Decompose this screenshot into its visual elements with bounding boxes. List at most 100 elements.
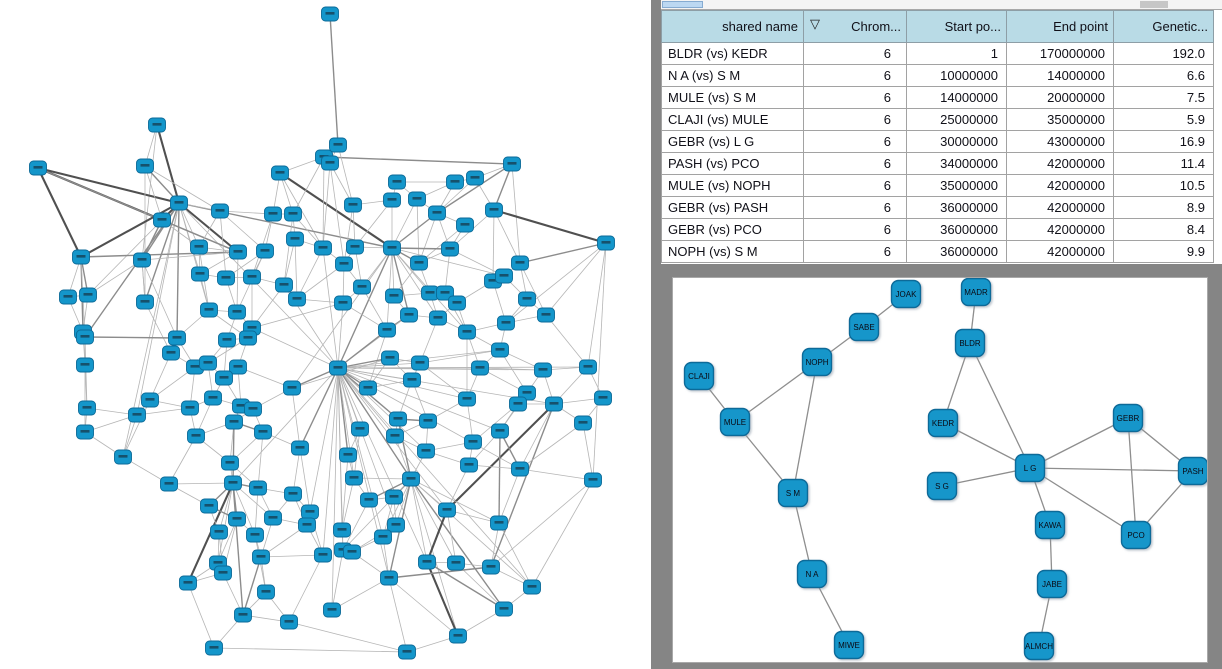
table-cell[interactable]: 8.9 bbox=[1113, 196, 1214, 219]
network-node[interactable] bbox=[217, 270, 235, 286]
filter-icon[interactable]: ▽ bbox=[810, 16, 820, 31]
table-cell[interactable]: 170000000 bbox=[1006, 42, 1114, 65]
table-cell[interactable]: 6 bbox=[803, 108, 907, 131]
table-cell[interactable]: 10000000 bbox=[906, 64, 1007, 87]
network-node[interactable] bbox=[448, 295, 466, 311]
network-node[interactable] bbox=[383, 192, 401, 208]
table-cell[interactable]: GEBR (vs) L G bbox=[661, 130, 804, 153]
network-node[interactable] bbox=[345, 470, 363, 486]
table-cell[interactable]: 5.9 bbox=[1113, 108, 1214, 131]
column-header-shared-name[interactable]: shared name bbox=[661, 10, 804, 43]
network-node-gebr[interactable]: GEBR bbox=[1112, 403, 1144, 433]
network-node[interactable] bbox=[228, 304, 246, 320]
table-cell[interactable]: 6 bbox=[803, 86, 907, 109]
network-node[interactable] bbox=[59, 289, 77, 305]
table-cell[interactable]: 42000000 bbox=[1006, 196, 1114, 219]
network-node-jabe[interactable]: JABE bbox=[1036, 569, 1068, 599]
network-node-s-m[interactable]: S M bbox=[777, 478, 809, 508]
network-node[interactable] bbox=[511, 461, 529, 477]
table-cell[interactable]: 20000000 bbox=[1006, 86, 1114, 109]
network-node[interactable] bbox=[179, 575, 197, 591]
network-node[interactable] bbox=[339, 447, 357, 463]
network-node[interactable] bbox=[239, 330, 257, 346]
network-node[interactable] bbox=[584, 472, 602, 488]
table-row[interactable]: BLDR (vs) KEDR 6 1 170000000 192.0 bbox=[661, 42, 1214, 65]
network-node[interactable] bbox=[228, 511, 246, 527]
network-node-pco[interactable]: PCO bbox=[1120, 520, 1152, 550]
network-node[interactable] bbox=[323, 602, 341, 618]
column-header-genetic[interactable]: Genetic... bbox=[1113, 10, 1214, 43]
table-cell[interactable]: BLDR (vs) KEDR bbox=[661, 42, 804, 65]
network-node[interactable] bbox=[343, 544, 361, 560]
network-node[interactable] bbox=[298, 517, 316, 533]
table-row[interactable]: GEBR (vs) L G 6 30000000 43000000 16.9 bbox=[661, 130, 1214, 153]
network-node[interactable] bbox=[244, 401, 262, 417]
network-node[interactable] bbox=[411, 355, 429, 371]
detail-network-canvas[interactable]: JOAK MADR SABE BLDR NOPH CLAJI MULE KEDR GEBR L G… bbox=[673, 277, 1209, 662]
table-cell[interactable]: 6 bbox=[803, 196, 907, 219]
table-cell[interactable]: MULE (vs) NOPH bbox=[661, 174, 804, 197]
network-node[interactable] bbox=[141, 392, 159, 408]
network-node[interactable] bbox=[574, 415, 592, 431]
network-node[interactable] bbox=[214, 565, 232, 581]
network-node[interactable] bbox=[160, 476, 178, 492]
table-cell[interactable]: 35000000 bbox=[1006, 108, 1114, 131]
network-node-joak[interactable]: JOAK bbox=[890, 279, 922, 309]
table-cell[interactable]: 34000000 bbox=[906, 152, 1007, 175]
table-cell[interactable]: GEBR (vs) PCO bbox=[661, 218, 804, 241]
network-node[interactable] bbox=[497, 315, 515, 331]
table-cell[interactable]: NOPH (vs) S M bbox=[661, 240, 804, 263]
network-node[interactable] bbox=[447, 555, 465, 571]
network-node[interactable] bbox=[264, 510, 282, 526]
network-node[interactable] bbox=[383, 240, 401, 256]
network-node[interactable] bbox=[128, 407, 146, 423]
table-cell[interactable]: 43000000 bbox=[1006, 130, 1114, 153]
network-node[interactable] bbox=[200, 498, 218, 514]
table-cell[interactable]: 1 bbox=[906, 42, 1007, 65]
network-node[interactable] bbox=[329, 137, 347, 153]
network-node-claji[interactable]: CLAJI bbox=[683, 361, 715, 391]
network-node[interactable] bbox=[458, 391, 476, 407]
table-cell[interactable]: GEBR (vs) PASH bbox=[661, 196, 804, 219]
network-node[interactable] bbox=[421, 285, 439, 301]
network-node[interactable] bbox=[136, 158, 154, 174]
table-cell[interactable]: 36000000 bbox=[906, 196, 1007, 219]
network-node-noph[interactable]: NOPH bbox=[801, 347, 833, 377]
network-node[interactable] bbox=[229, 359, 247, 375]
network-node[interactable] bbox=[280, 614, 298, 630]
network-node[interactable] bbox=[378, 322, 396, 338]
network-node[interactable] bbox=[288, 291, 306, 307]
network-node[interactable] bbox=[246, 527, 264, 543]
network-node[interactable] bbox=[284, 206, 302, 222]
network-node[interactable] bbox=[360, 492, 378, 508]
table-cell[interactable]: 9.9 bbox=[1113, 240, 1214, 263]
network-node-mule[interactable]: MULE bbox=[719, 407, 751, 437]
table-cell[interactable]: 10.5 bbox=[1113, 174, 1214, 197]
network-node[interactable] bbox=[458, 324, 476, 340]
table-cell[interactable]: 6 bbox=[803, 130, 907, 153]
overview-network-canvas[interactable] bbox=[0, 0, 651, 669]
network-node[interactable] bbox=[79, 287, 97, 303]
network-node[interactable] bbox=[314, 240, 332, 256]
table-cell[interactable]: 35000000 bbox=[906, 174, 1007, 197]
table-cell[interactable]: 42000000 bbox=[1006, 174, 1114, 197]
network-node[interactable] bbox=[597, 235, 615, 251]
scrollbar-thumb[interactable] bbox=[662, 1, 703, 8]
network-node[interactable] bbox=[511, 255, 529, 271]
network-node-n-a[interactable]: N A bbox=[796, 559, 828, 589]
network-node[interactable] bbox=[385, 288, 403, 304]
network-node[interactable] bbox=[215, 370, 233, 386]
network-node[interactable] bbox=[153, 212, 171, 228]
table-cell[interactable]: PASH (vs) PCO bbox=[661, 152, 804, 175]
network-overview-panel[interactable] bbox=[0, 0, 651, 669]
table-cell[interactable]: 42000000 bbox=[1006, 240, 1114, 263]
table-cell[interactable]: 11.4 bbox=[1113, 152, 1214, 175]
network-node-sabe[interactable]: SABE bbox=[848, 312, 880, 342]
network-node[interactable] bbox=[114, 449, 132, 465]
network-node[interactable] bbox=[254, 424, 272, 440]
table-cell[interactable]: MULE (vs) S M bbox=[661, 86, 804, 109]
network-node[interactable] bbox=[389, 411, 407, 427]
network-node[interactable] bbox=[490, 515, 508, 531]
table-row[interactable]: NOPH (vs) S M 6 36000000 42000000 9.9 bbox=[661, 240, 1214, 263]
network-node[interactable] bbox=[466, 170, 484, 186]
